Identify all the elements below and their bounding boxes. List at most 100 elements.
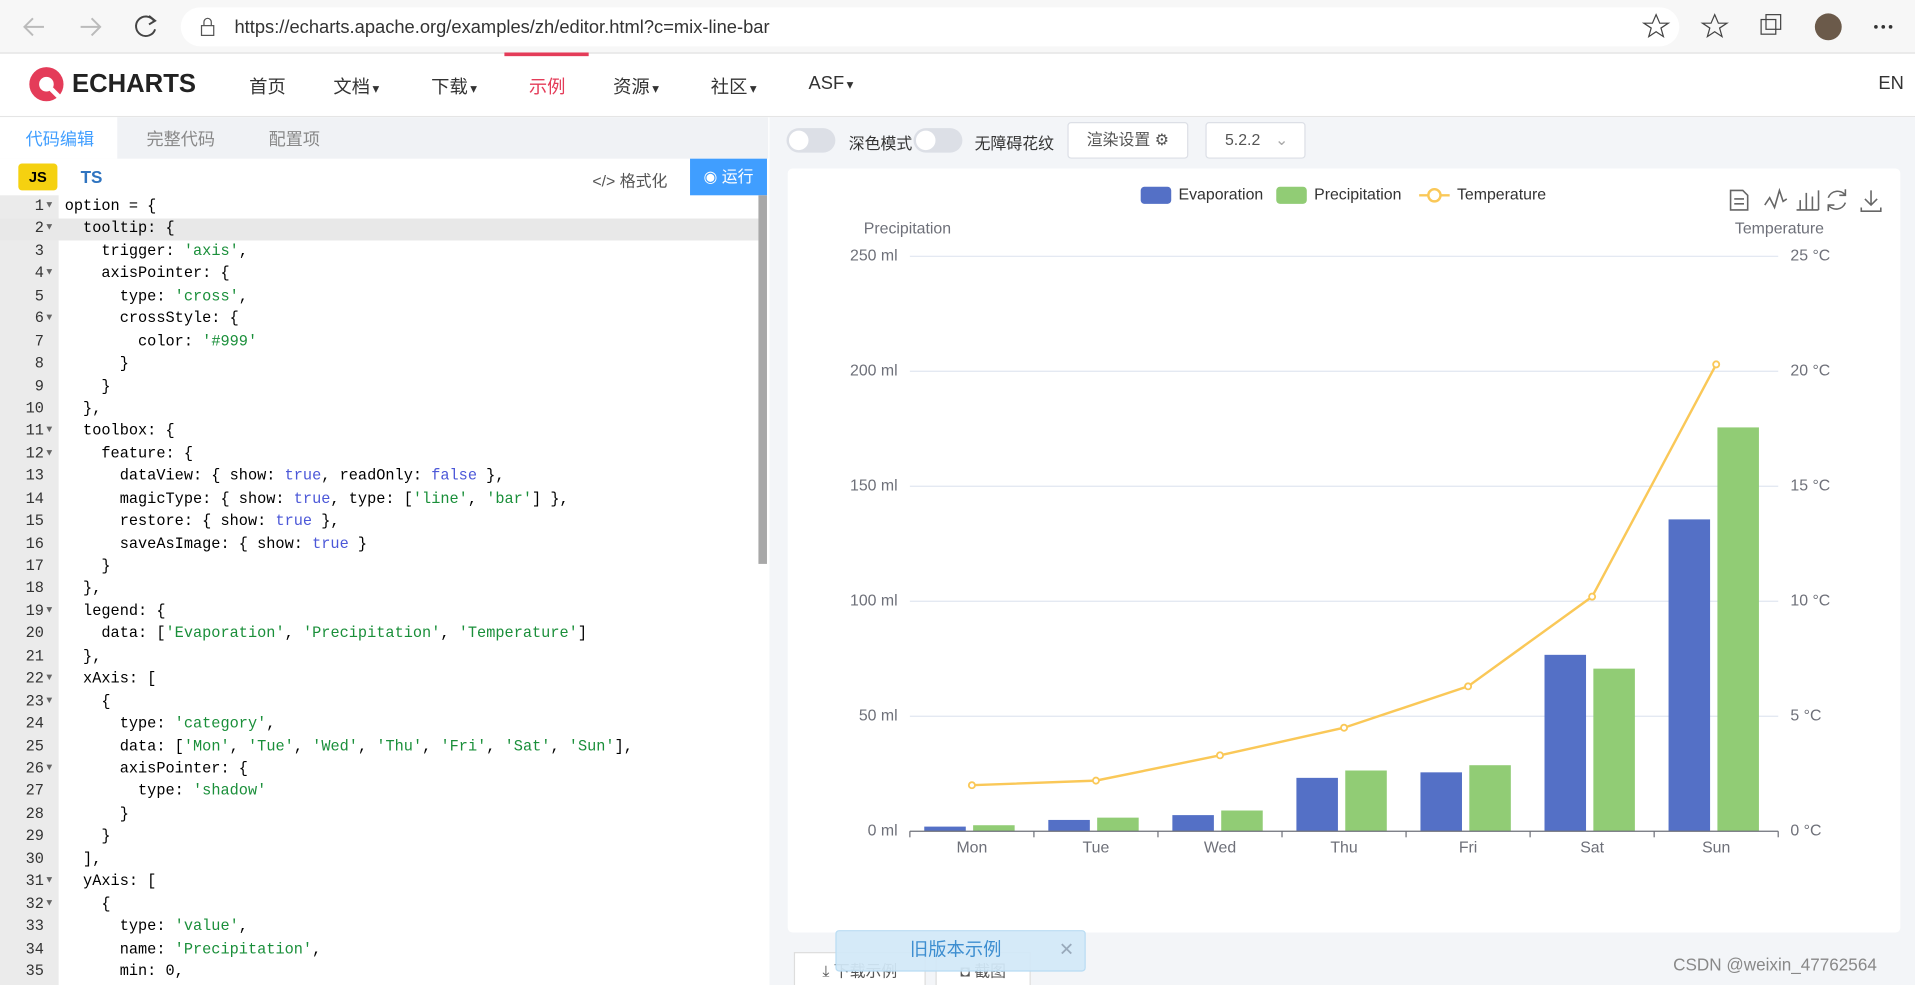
active-tab-bg: [0, 117, 118, 159]
code-area[interactable]: 1 ▼ option = {2 ▼ tooltip: {3 trigger: 'axi…: [0, 195, 758, 985]
fold-arrow: ▼: [46, 605, 53, 617]
line-number: 11: [25, 422, 44, 440]
y-axis-title: Precipitation: [864, 221, 951, 238]
line-number: 31: [25, 872, 44, 891]
version-select[interactable]: 5.2.2 ⌄: [1205, 122, 1306, 159]
code-line: 8 }: [0, 353, 758, 376]
code-text: xAxis: [: [64, 670, 157, 688]
bar: [1221, 810, 1263, 832]
toolbox[interactable]: [1729, 187, 1882, 212]
y2-tick-label: 25 °C: [1790, 248, 1830, 265]
line-point: [967, 781, 976, 790]
code-line: 28 }: [0, 803, 758, 826]
line-number: 23: [25, 692, 44, 710]
lock-icon: [200, 17, 215, 37]
code-line: 22 ▼ xAxis: [: [0, 668, 758, 691]
y2-tick-label: 10 °C: [1790, 592, 1830, 609]
nav-item[interactable]: 下载: [431, 73, 477, 99]
bar: [1048, 819, 1090, 832]
y-tick-label: 200 ml: [850, 362, 898, 379]
code-line: 4 ▼ axisPointer: {: [0, 263, 758, 286]
bar: [1097, 817, 1139, 832]
code-text: type: 'category',: [64, 715, 276, 733]
code-text: type: 'shadow': [64, 782, 267, 801]
line-number: 35: [25, 962, 44, 981]
run-button[interactable]: ◉ 运行: [690, 158, 767, 196]
nav-item[interactable]: 文档: [333, 73, 379, 99]
code-line: 30 ],: [0, 848, 758, 871]
fold-arrow: ▼: [46, 672, 53, 684]
code-text: }: [64, 355, 129, 373]
x-tick-label: Fri: [1459, 839, 1478, 856]
watermark: CSDN @weixin_47762564: [1673, 954, 1877, 975]
editor-tab[interactable]: 代码编辑: [25, 129, 95, 149]
dark-toggle[interactable]: [786, 128, 836, 153]
line-number: 14: [25, 490, 44, 508]
line-number: 27: [25, 782, 44, 801]
x-tick-label: Sat: [1580, 839, 1604, 856]
bar: [1420, 772, 1462, 832]
toast-close[interactable]: ✕: [1058, 939, 1075, 961]
active-line: [0, 217, 759, 241]
nav-item[interactable]: 示例: [528, 76, 566, 98]
dark-label: 深色模式: [848, 134, 913, 153]
line-number: 21: [25, 647, 44, 665]
code-text: restore: { show: true },: [64, 512, 340, 530]
code-text: {: [64, 692, 111, 710]
line-number: 10: [25, 400, 44, 418]
line-number: 16: [25, 535, 44, 553]
line-number: 20: [25, 625, 44, 643]
code-text: }: [64, 805, 129, 823]
gear-icon: ⚙: [1150, 130, 1169, 149]
line-number: 7: [34, 332, 44, 350]
line-number: 4: [34, 265, 44, 283]
editor-panel: 代码编辑 完整代码 配置项 JS TS </> 格式化 ◉ 运行 1 ▼ option …: [0, 117, 769, 985]
scrollbar[interactable]: [758, 195, 767, 564]
y-tick-label: 50 ml: [859, 707, 898, 724]
bar: [1345, 770, 1387, 832]
code-line: 18 },: [0, 578, 758, 601]
line-number: 32: [25, 895, 44, 913]
y2-axis-title: Temperature: [1735, 221, 1824, 238]
line-point: [1464, 682, 1473, 691]
editor-tab[interactable]: 配置项: [268, 129, 320, 149]
logo: ECHARTS: [29, 67, 196, 104]
decal-toggle[interactable]: [913, 128, 963, 153]
version: 5.2.2: [1224, 130, 1261, 149]
nav-item[interactable]: 首页: [249, 76, 286, 98]
ts-tab[interactable]: TS: [80, 167, 103, 187]
code-line: 9 }: [0, 375, 758, 398]
code-text: legend: {: [64, 602, 166, 620]
render-settings[interactable]: 渲染设置 ⚙: [1067, 122, 1189, 159]
code-line: 34 name: 'Precipitation',: [0, 938, 758, 961]
code-text: }: [64, 827, 111, 846]
fold-arrow: ▼: [46, 897, 53, 909]
line-number: 34: [25, 940, 44, 958]
code-text: name: 'Precipitation',: [64, 940, 322, 958]
y2-tick-label: 15 °C: [1790, 477, 1830, 494]
format-label: 格式化: [619, 172, 668, 191]
code-line: 24 type: 'category',: [0, 713, 758, 736]
nav-item[interactable]: 社区: [711, 73, 757, 99]
line-number: 3: [34, 242, 44, 260]
code-text: }: [64, 557, 111, 575]
fold-arrow: ▼: [46, 200, 53, 212]
line-number: 8: [34, 355, 44, 373]
code-text: saveAsImage: { show: true }: [64, 535, 368, 553]
address-bar[interactable]: https://echarts.apache.org/examples/zh/e…: [180, 7, 1680, 47]
line-number: 1: [34, 197, 44, 215]
nav-item[interactable]: 资源: [613, 73, 659, 99]
caret: ⌄: [1275, 130, 1289, 149]
lang-switch[interactable]: EN: [1878, 73, 1904, 94]
line-number: 24: [25, 715, 44, 733]
format-button[interactable]: </> 格式化: [592, 168, 667, 191]
code-line: 13 dataView: { show: true, readOnly: fal…: [0, 465, 758, 488]
bar: [1668, 519, 1711, 832]
editor-tab[interactable]: 完整代码: [146, 129, 215, 149]
y-tick-label: 250 ml: [850, 248, 898, 265]
js-badge[interactable]: JS: [18, 163, 58, 191]
code-text: tooltip: {: [64, 220, 175, 238]
code-line: 5 type: 'cross',: [0, 285, 758, 308]
code-line: 15 restore: { show: true },: [0, 510, 758, 533]
nav-item[interactable]: ASF: [809, 73, 854, 94]
